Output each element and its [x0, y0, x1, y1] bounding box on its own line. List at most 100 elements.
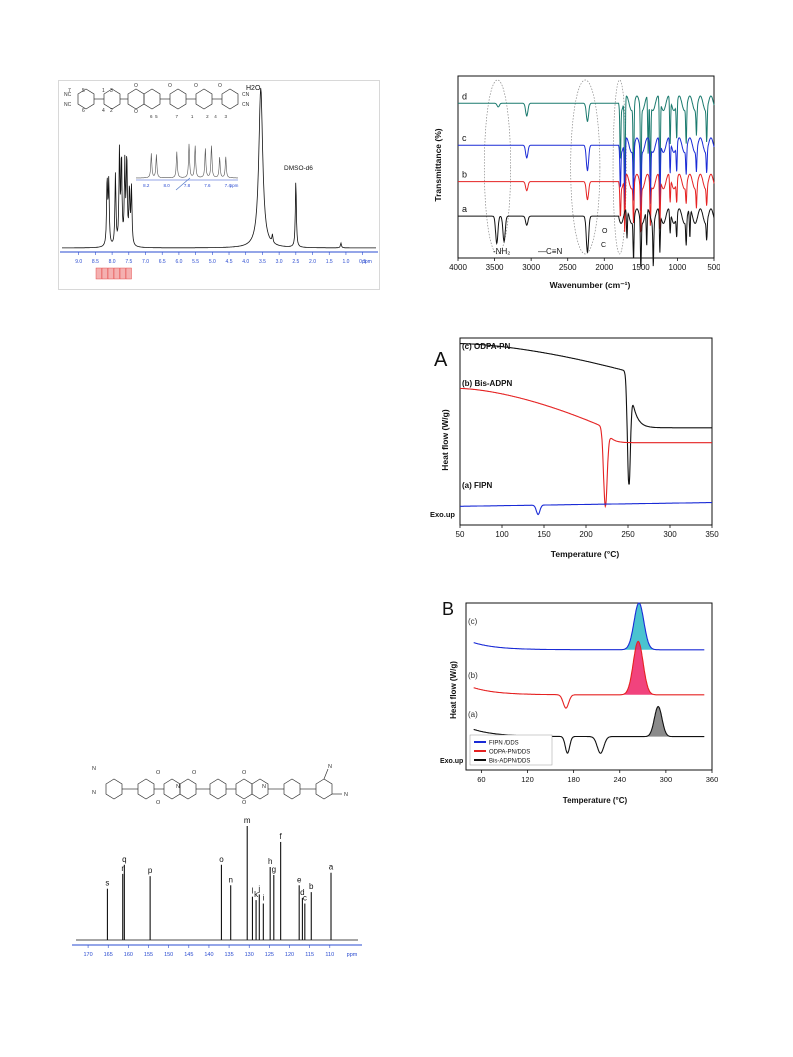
hnmr-xunit: ppm	[362, 259, 372, 265]
hnmr-structure-label: O	[194, 83, 198, 89]
dsc-b-xtick-label: 300	[660, 775, 673, 784]
ftir-xtick-label: 3500	[486, 263, 504, 272]
dsc-a-series-line-2	[460, 502, 712, 516]
dsc-a-xtick-label: 250	[621, 530, 635, 539]
hnmr-panel: NC NC 7 5 6 1 3 4 2 O O O O O CN CN 8.2 8.0 7.8 7.6 7.4 ppm 6…	[58, 80, 380, 290]
dsc-b-curve-b-label: (b)	[468, 671, 478, 680]
dsc-b-exotherm-fill-2	[646, 706, 670, 737]
dsc-b-legend-label: FIPN /DDS	[489, 741, 519, 747]
inset-arrow	[175, 177, 191, 191]
cnmr-xtick-label: 125	[265, 952, 274, 958]
dsc-b-curve-a-label: (a)	[468, 710, 478, 719]
hnmr-inset-peak-label: 6	[150, 114, 153, 119]
ftir-band-ellipse	[612, 79, 627, 255]
cnmr-xtick-label: 135	[224, 952, 233, 958]
hnmr-xtick-label: 3.5	[259, 259, 266, 265]
hnmr-structure-label: 4	[102, 108, 105, 114]
cnmr-structure-label: N	[344, 792, 348, 798]
ftir-band-ellipse	[570, 79, 601, 255]
dsc-b-curve-c-label: (c)	[468, 617, 478, 626]
cnmr-structure-label: N	[262, 784, 266, 790]
ftir-series-a-line	[458, 208, 715, 268]
dsc-a-series-line-1	[460, 387, 712, 509]
ftir-xtick-label: 2000	[595, 263, 613, 272]
ftir-cn-label: —C≡N	[538, 247, 562, 256]
hnmr-inset-peak-label: 3	[225, 114, 228, 119]
cnmr-peak-label-q: q	[122, 855, 126, 864]
dsc-a-series-b-label: (b) Bis-ADPN	[462, 379, 512, 388]
hnmr-structure-label: 7	[68, 88, 71, 94]
dsc-b-xtick-label: 120	[521, 775, 534, 784]
ftir-xtick-label: 1000	[669, 263, 687, 272]
cnmr-xtick-label: 150	[164, 952, 173, 958]
hnmr-xtick-label: 6.0	[175, 259, 182, 265]
cnmr-peak-label-i: i	[262, 894, 264, 903]
cnmr-structure-label: N	[328, 764, 332, 770]
hnmr-xtick-label: 3.0	[276, 259, 283, 265]
hnmr-xtick-label: 4.5	[226, 259, 233, 265]
ftir-xtick-label: 2500	[559, 263, 577, 272]
dsc-b-series-line-1	[473, 640, 705, 709]
cnmr-structure-label: O	[242, 770, 247, 776]
hnmr-structure	[77, 88, 239, 110]
hnmr-structure-label: 5	[82, 88, 85, 94]
ftir-series-b-line	[458, 173, 715, 234]
ftir-xtick-label: 500	[707, 263, 720, 272]
hnmr-xtick-label: 9.0	[75, 259, 82, 265]
hnmr-xtick-label: 6.5	[159, 259, 166, 265]
cnmr-peak-label-e: e	[297, 875, 302, 884]
cnmr-peak-label-h: h	[268, 857, 272, 866]
dsc-b-legend-label: Bis-ADPN/DDS	[489, 759, 530, 765]
dsc-b-series-line-0	[473, 602, 705, 651]
cnmr-xtick-label: 120	[285, 952, 294, 958]
hnmr-structure-label: CN	[242, 102, 250, 108]
dsc-b-panel: B 60 120 180 240 300 360 FIPN /DDS ODPA-PN/DDS…	[440, 595, 720, 820]
hnmr-xtick-label: 5.0	[209, 259, 216, 265]
hnmr-integral-box	[101, 267, 108, 280]
hnmr-xtick-label: 2.0	[309, 259, 316, 265]
dmso-label: DMSO-d6	[284, 165, 313, 172]
dsc-a-series-a-label: (a) FIPN	[462, 481, 492, 490]
hnmr-structure-label: O	[218, 83, 222, 89]
cnmr-structure-label: N	[176, 784, 180, 790]
dsc-a-xtick-label: 350	[705, 530, 719, 539]
hnmr-inset-peak-label: 4	[214, 114, 217, 119]
hnmr-xtick-label: 7.5	[125, 259, 132, 265]
cnmr-peak-label-k: k	[254, 890, 259, 899]
dsc-a-xtick-label: 300	[663, 530, 677, 539]
cnmr-peak-label-o: o	[219, 855, 224, 864]
cnmr-structure-label: N	[92, 766, 96, 772]
hnmr-integral-box	[125, 267, 132, 280]
cnmr-xtick-label: 165	[104, 952, 113, 958]
hnmr-inset-tick: 7.6	[204, 183, 211, 188]
cnmr-xtick-label: 155	[144, 952, 153, 958]
cnmr-xtick-label: 130	[245, 952, 254, 958]
hnmr-xtick-label: 1.0	[342, 259, 349, 265]
dsc-b-exo-label: Exo.up	[440, 758, 463, 765]
hnmr-inset-tick: 8.0	[163, 183, 170, 188]
dsc-b-xtick-label: 60	[477, 775, 485, 784]
ftir-xtick-label: 4000	[449, 263, 467, 272]
hnmr-inset-peak-label: 1	[191, 114, 194, 119]
ftir-xlabel: Wavenumber (cm⁻¹)	[550, 280, 631, 290]
cnmr-peak-label-s: s	[105, 879, 109, 888]
ftir-c-label: C	[601, 242, 606, 249]
dsc-b-xlabel: Temperature (°C)	[563, 796, 628, 805]
cnmr-peak-label-d: d	[300, 888, 304, 897]
hnmr-xtick-label: 8.5	[92, 259, 99, 265]
hnmr-xtick-label: 5.5	[192, 259, 199, 265]
hnmr-inset-tick: 7.4	[225, 183, 232, 188]
cnmr-peak-label-p: p	[148, 866, 153, 875]
cnmr-peak-label-g: g	[272, 865, 276, 874]
hnmr-inset-peak-label: 5	[155, 114, 158, 119]
cnmr-xunit: ppm	[347, 952, 358, 958]
ftir-nh2-label: -NH₂	[493, 247, 510, 256]
cnmr-xtick-label: 140	[204, 952, 213, 958]
ftir-xtick-label: 1500	[632, 263, 650, 272]
cnmr-xtick-label: 145	[184, 952, 193, 958]
dsc-a-exo-label: Exo.up	[430, 510, 455, 519]
hnmr-integral-box	[95, 267, 102, 280]
